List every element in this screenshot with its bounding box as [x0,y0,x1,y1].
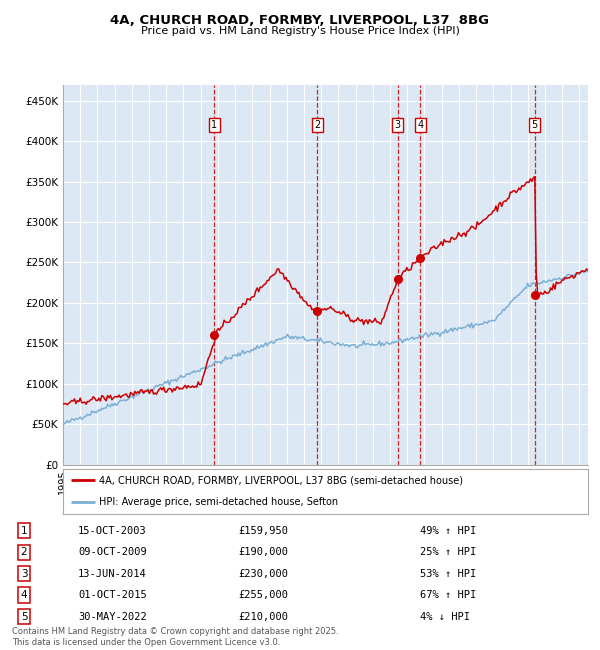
Text: 1: 1 [20,526,28,536]
Text: 67% ↑ HPI: 67% ↑ HPI [420,590,476,600]
Text: 4% ↓ HPI: 4% ↓ HPI [420,612,470,621]
Text: 13-JUN-2014: 13-JUN-2014 [78,569,147,578]
Text: 3: 3 [20,569,28,578]
Text: 5: 5 [532,120,538,130]
Text: 4A, CHURCH ROAD, FORMBY, LIVERPOOL, L37  8BG: 4A, CHURCH ROAD, FORMBY, LIVERPOOL, L37 … [110,14,490,27]
Text: 01-OCT-2015: 01-OCT-2015 [78,590,147,600]
Text: 49% ↑ HPI: 49% ↑ HPI [420,526,476,536]
Text: 4: 4 [417,120,423,130]
Text: 15-OCT-2003: 15-OCT-2003 [78,526,147,536]
Text: 53% ↑ HPI: 53% ↑ HPI [420,569,476,578]
Text: £159,950: £159,950 [238,526,288,536]
Text: 09-OCT-2009: 09-OCT-2009 [78,547,147,557]
Text: HPI: Average price, semi-detached house, Sefton: HPI: Average price, semi-detached house,… [98,497,338,508]
Text: 4: 4 [20,590,28,600]
Text: 2: 2 [20,547,28,557]
Text: 5: 5 [20,612,28,621]
Text: £255,000: £255,000 [238,590,288,600]
Text: £230,000: £230,000 [238,569,288,578]
Text: 3: 3 [395,120,401,130]
Text: Contains HM Land Registry data © Crown copyright and database right 2025.
This d: Contains HM Land Registry data © Crown c… [12,627,338,647]
Text: 2: 2 [314,120,320,130]
Text: £190,000: £190,000 [238,547,288,557]
Text: Price paid vs. HM Land Registry's House Price Index (HPI): Price paid vs. HM Land Registry's House … [140,26,460,36]
Text: 30-MAY-2022: 30-MAY-2022 [78,612,147,621]
Text: 1: 1 [211,120,217,130]
Text: 25% ↑ HPI: 25% ↑ HPI [420,547,476,557]
Text: 4A, CHURCH ROAD, FORMBY, LIVERPOOL, L37 8BG (semi-detached house): 4A, CHURCH ROAD, FORMBY, LIVERPOOL, L37 … [98,475,463,486]
Text: £210,000: £210,000 [238,612,288,621]
